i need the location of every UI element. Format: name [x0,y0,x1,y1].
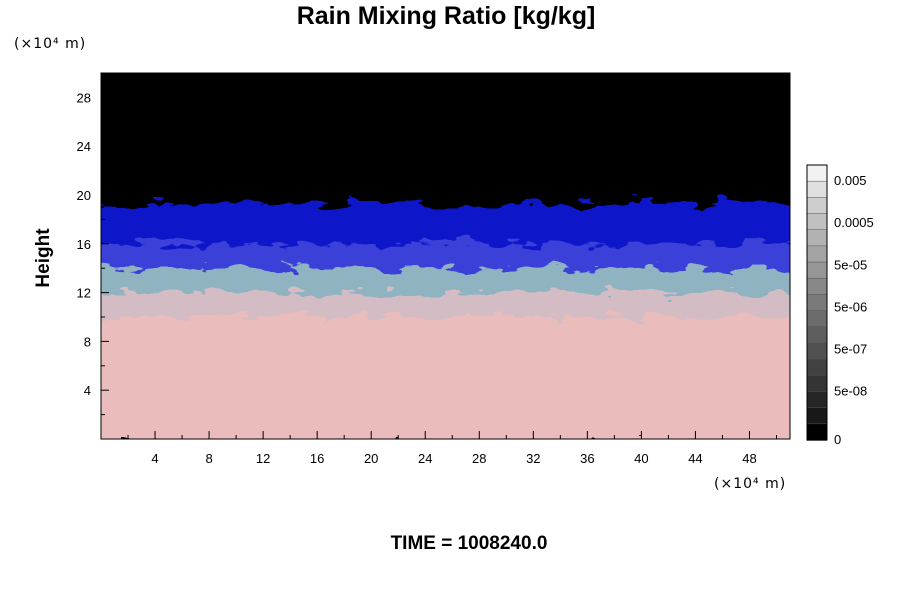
colorbar-swatch [806,391,828,409]
x-tick-label: 44 [688,451,702,466]
colorbar-swatch [806,180,828,199]
y-tick-label: 24 [77,139,91,154]
x-tick-label: 12 [256,451,270,466]
colorbar-swatch [806,261,828,279]
colorbar-swatch [806,164,828,182]
x-tick-label: 4 [151,451,158,466]
y-tick-label: 4 [84,383,91,398]
x-tick-label: 48 [742,451,756,466]
colorbar-frame [806,164,828,441]
x-tick-label: 20 [364,451,378,466]
y-axis-label: Height [33,228,54,288]
colorbar-swatch [806,407,828,425]
colorbar-label: 5e-06 [834,299,867,314]
x-axis-unit: (×10⁴ m) [714,476,786,492]
colorbar-label: 5e-08 [834,383,867,398]
plot-frame [100,72,791,440]
x-tick-label: 24 [418,451,432,466]
x-tick-label: 8 [205,451,212,466]
colorbar-swatch [806,213,828,231]
colorbar-swatch [806,294,828,312]
field-band-5 [101,73,790,204]
y-tick-label: 12 [77,286,91,301]
colorbar-label: 0.005 [834,173,867,188]
colorbar-swatch [806,229,828,247]
x-axis: 4 8 12 16 20 24 28 32 36 40 44 48 [127,431,777,466]
colorbar: 0.005 0.0005 5e-05 5e-06 5e-07 5e-08 0 [806,164,874,447]
y-tick-label: 28 [77,90,91,105]
colorbar-swatch [806,310,828,328]
x-tick-label: 16 [310,451,324,466]
colorbar-swatch [806,375,828,393]
x-tick-label: 36 [580,451,594,466]
y-tick-label: 8 [84,334,91,349]
colorbar-swatch [806,326,828,344]
colorbar-label: 0 [834,432,841,447]
y-axis: 4 8 12 16 20 24 28 [77,90,109,416]
y-tick-label: 16 [77,237,91,252]
colorbar-label: 5e-05 [834,257,867,272]
y-axis-unit: (×10⁴ m) [14,36,86,52]
colorbar-label: 0.0005 [834,215,874,230]
x-tick-label: 40 [634,451,648,466]
colorbar-swatch [806,197,828,215]
time-label: TIME = 1008240.0 [391,533,548,554]
x-tick-label: 32 [526,451,540,466]
chart-title: Rain Mixing Ratio [kg/kg] [297,2,596,30]
x-tick-label: 28 [472,451,486,466]
colorbar-label: 5e-07 [834,341,867,356]
colorbar-swatch [806,358,828,377]
plot-area [101,73,790,439]
colorbar-swatch [806,245,828,263]
field-band-0 [101,304,790,439]
colorbar-swatch [806,277,828,296]
y-tick-label: 20 [77,188,91,203]
colorbar-swatch [806,423,828,441]
colorbar-swatch [806,342,828,360]
